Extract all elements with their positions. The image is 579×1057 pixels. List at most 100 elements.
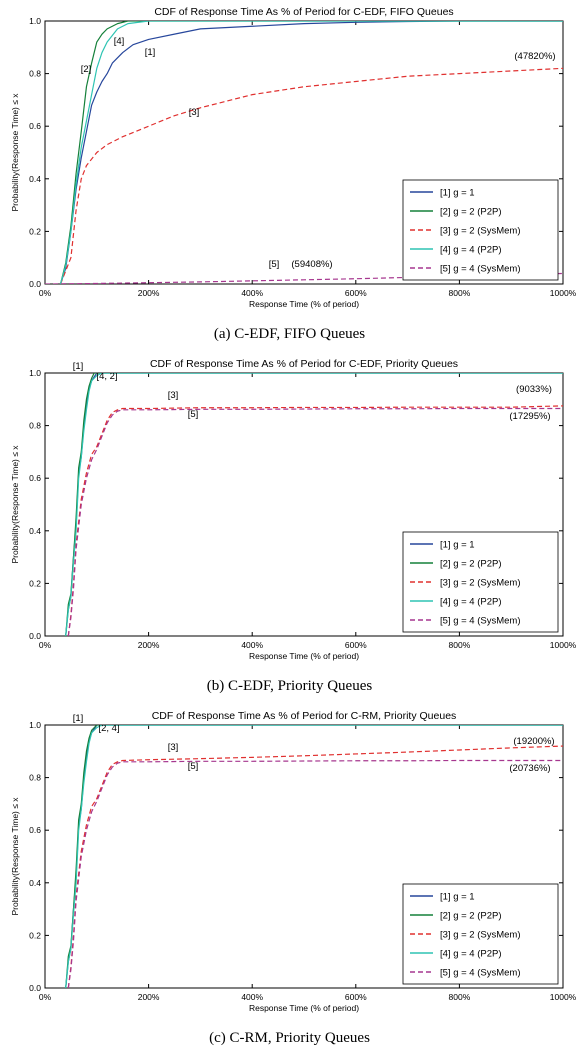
legend-label-g4-sysmem: [5] g = 4 (SysMem): [440, 264, 521, 275]
series-line-g2-sysmem: [67, 405, 563, 636]
x-axis-label: Response Time (% of period): [249, 651, 359, 661]
chart-panel-c: CDF of Response Time As % of Period for …: [0, 704, 579, 1057]
legend-label-g2-p2p: [2] g = 2 (P2P): [440, 559, 502, 570]
annotation-label-4: [4]: [114, 36, 125, 47]
y-tick-label: 1.0: [29, 16, 41, 26]
legend-label-g4-p2p: [4] g = 4 (P2P): [440, 245, 502, 256]
legend-label-g1: [1] g = 1: [440, 540, 475, 551]
y-tick-label: 0.6: [29, 121, 41, 131]
x-tick-label: 600%: [345, 992, 367, 1002]
x-tick-label: 400%: [241, 288, 263, 298]
x-tick-label: 400%: [241, 992, 263, 1002]
y-axis-label: Probability(Response Time) ≤ x: [10, 445, 20, 564]
legend-label-g1: [1] g = 1: [440, 892, 475, 903]
annotation-label-2: [2]: [81, 64, 92, 75]
chart-panel-b: CDF of Response Time As % of Period for …: [0, 352, 579, 704]
chart-title: CDF of Response Time As % of Period for …: [154, 6, 453, 18]
chart-c-svg: CDF of Response Time As % of Period for …: [10, 710, 577, 1013]
annotation-label-1: [1]: [73, 361, 84, 372]
series-line-g2-sysmem: [59, 67, 563, 284]
y-axis-label: Probability(Response Time) ≤ x: [10, 93, 20, 212]
y-tick-label: 0.4: [29, 878, 41, 888]
annotation-value-label-a: (9033%): [516, 384, 552, 395]
x-tick-label: 200%: [138, 288, 160, 298]
series-line-g2-p2p: [59, 21, 563, 284]
annotation-value-label-a: (19200%): [513, 736, 554, 747]
y-tick-label: 0.0: [29, 983, 41, 993]
y-tick-label: 0.2: [29, 226, 41, 236]
series-line-g4-sysmem: [45, 272, 563, 284]
annotation-value-label-a: (47820%): [514, 51, 555, 62]
x-axis-label: Response Time (% of period): [249, 1003, 359, 1013]
y-tick-label: 0.2: [29, 930, 41, 940]
legend-label-g4-p2p: [4] g = 4 (P2P): [440, 949, 502, 960]
series-line-g4-p2p: [65, 725, 563, 988]
chart-b-svg: CDF of Response Time As % of Period for …: [10, 358, 577, 661]
y-tick-label: 0.8: [29, 421, 41, 431]
series-line-g4-p2p: [65, 373, 563, 636]
y-tick-label: 0.2: [29, 578, 41, 588]
y-tick-label: 0.6: [29, 473, 41, 483]
y-axis-label: Probability(Response Time) ≤ x: [10, 797, 20, 916]
annotation-label-combined: [4, 2]: [96, 371, 117, 382]
annotation-label-1: [1]: [145, 47, 156, 58]
annotation-value-label-b: (59408%): [291, 259, 332, 270]
series-line-g1: [59, 21, 563, 284]
legend: [1] g = 1 [2] g = 2 (P2P) [3] g = 2 (SysMe…: [402, 531, 559, 633]
legend-label-g2-sysmem: [3] g = 2 (SysMem): [440, 930, 521, 941]
series-line-g2-sysmem: [67, 745, 563, 988]
y-tick-label: 0.8: [29, 773, 41, 783]
y-tick-label: 0.0: [29, 279, 41, 289]
legend-label-g2-sysmem: [3] g = 2 (SysMem): [440, 226, 521, 237]
legend: [1] g = 1 [2] g = 2 (P2P) [3] g = 2 (SysMe…: [402, 179, 559, 281]
x-tick-label: 800%: [449, 640, 471, 650]
annotation-label-3: [3]: [168, 742, 179, 753]
annotation-label-3: [3]: [189, 107, 200, 118]
chart-title: CDF of Response Time As % of Period for …: [152, 710, 457, 722]
series-line-g4-p2p: [59, 21, 563, 284]
x-tick-label: 0%: [39, 640, 52, 650]
annotation-value-label-b: (17295%): [509, 411, 550, 422]
x-tick-label: 200%: [138, 640, 160, 650]
annotation-value-label-b: (20736%): [509, 763, 550, 774]
annotation-label-5: [5]: [188, 409, 199, 420]
legend-label-g4-sysmem: [5] g = 4 (SysMem): [440, 968, 521, 979]
annotation-label-5: [5]: [269, 259, 280, 270]
legend: [1] g = 1 [2] g = 2 (P2P) [3] g = 2 (SysMe…: [402, 883, 559, 985]
chart-c-caption: (c) C-RM, Priority Queues: [209, 1030, 370, 1046]
annotation-label-combined: [2, 4]: [98, 723, 119, 734]
series-line-g4-sysmem: [67, 407, 563, 636]
legend-label-g4-p2p: [4] g = 4 (P2P): [440, 597, 502, 608]
legend-label-g2-p2p: [2] g = 2 (P2P): [440, 207, 502, 218]
chart-title: CDF of Response Time As % of Period for …: [150, 358, 458, 370]
annotation-label-1: [1]: [73, 713, 84, 724]
annotation-label-3: [3]: [168, 390, 179, 401]
x-tick-label: 800%: [449, 288, 471, 298]
x-tick-label: 0%: [39, 288, 52, 298]
legend-label-g2-p2p: [2] g = 2 (P2P): [440, 911, 502, 922]
chart-a-caption: (a) C-EDF, FIFO Queues: [213, 326, 366, 342]
legend-label-g2-sysmem: [3] g = 2 (SysMem): [440, 578, 521, 589]
y-tick-label: 0.4: [29, 174, 41, 184]
x-tick-label: 200%: [138, 992, 160, 1002]
x-tick-label: 600%: [345, 288, 367, 298]
y-tick-label: 0.8: [29, 69, 41, 79]
x-tick-label: 1000%: [550, 288, 577, 298]
chart-b-caption: (b) C-EDF, Priority Queues: [206, 678, 373, 694]
x-tick-label: 800%: [449, 992, 471, 1002]
chart-a-svg: CDF of Response Time As % of Period for …: [10, 6, 577, 309]
x-tick-label: 1000%: [550, 640, 577, 650]
x-tick-label: 400%: [241, 640, 263, 650]
annotation-label-5: [5]: [188, 761, 199, 772]
y-tick-label: 0.0: [29, 631, 41, 641]
x-tick-label: 1000%: [550, 992, 577, 1002]
series-line-g4-sysmem: [67, 759, 563, 988]
legend-label-g1: [1] g = 1: [440, 188, 475, 199]
x-tick-label: 600%: [345, 640, 367, 650]
y-tick-label: 0.4: [29, 526, 41, 536]
chart-panel-a: CDF of Response Time As % of Period for …: [0, 0, 579, 352]
y-tick-label: 0.6: [29, 825, 41, 835]
legend-label-g4-sysmem: [5] g = 4 (SysMem): [440, 616, 521, 627]
y-tick-label: 1.0: [29, 720, 41, 730]
